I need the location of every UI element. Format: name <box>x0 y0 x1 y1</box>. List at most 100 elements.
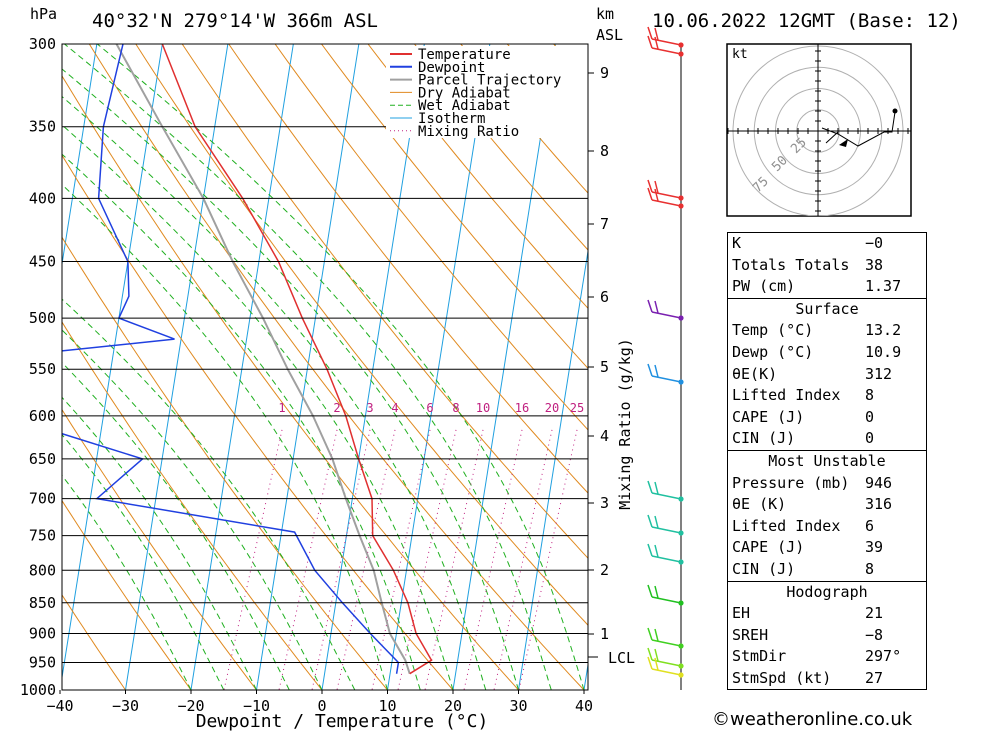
wind-barb-flag <box>647 627 653 641</box>
surface-title: Surface <box>795 299 859 318</box>
stat-label: CIN (J) <box>732 429 796 448</box>
wind-barb-flag <box>647 299 653 313</box>
pressure-tick-label: 450 <box>29 253 56 271</box>
legend-background <box>386 46 588 138</box>
stat-label: θE (K) <box>732 495 787 514</box>
mixing-ratio-line <box>223 429 283 690</box>
wind-barb-flag <box>647 35 653 49</box>
dry-adiabat-line <box>972 44 1000 690</box>
isotherm-line <box>125 44 229 690</box>
wet-adiabat-line <box>62 68 519 690</box>
stat-label: EH <box>732 604 751 623</box>
mixing-ratio-line <box>493 429 553 690</box>
pressure-tick-label: 400 <box>29 189 56 207</box>
wind-barb-shaft <box>651 668 682 676</box>
stat-row: Dewp (°C) 10.9 <box>728 342 926 364</box>
wind-barb-flag <box>654 648 659 662</box>
stat-row: CAPE (J) 39 <box>728 537 926 559</box>
pressure-tick-label: 1000 <box>20 681 56 699</box>
stat-value: 946 <box>865 473 893 492</box>
hodograph-endpoint <box>892 108 898 114</box>
stat-row: PW (cm) 1.37 <box>728 276 926 298</box>
dry-adiabat-line <box>62 499 192 690</box>
temp-tick-label: −40 <box>46 697 73 715</box>
stat-label: Lifted Index <box>732 386 841 405</box>
wind-barb-flag <box>654 36 659 50</box>
wind-barb-flag <box>647 480 653 494</box>
stat-label: θE(K) <box>732 364 778 383</box>
wind-barb-shaft <box>651 375 682 383</box>
dry-adiabat-line <box>62 594 126 690</box>
dry-adiabat-line <box>274 44 588 431</box>
stat-value: 316 <box>865 495 893 514</box>
wind-barb-flag <box>647 26 653 40</box>
stat-label: Dewp (°C) <box>732 342 814 361</box>
stat-row: θE(K) 312 <box>728 364 926 386</box>
wind-barb-shaft <box>651 526 682 534</box>
wind-barb-flag <box>654 481 659 495</box>
pressure-tick-label: 750 <box>29 527 56 545</box>
mixing-ratio-tick-label: 10 <box>476 401 490 415</box>
surface-section: Surface Temp (°C) 13.2 Dewp (°C) 10.9 θE(K) 31… <box>727 297 927 451</box>
wet-adiabat-line <box>62 153 421 690</box>
dry-adiabat-line <box>62 154 454 690</box>
temp-tick-label: 40 <box>575 697 593 715</box>
wind-barb-flag <box>654 180 659 194</box>
pressure-tick-label: 850 <box>29 594 56 612</box>
pressure-tick-label: 350 <box>29 118 56 136</box>
stat-label: Temp (°C) <box>732 321 814 340</box>
wind-barb-shaft <box>651 555 682 563</box>
km-tick-label: 7 <box>600 215 609 233</box>
pressure-tick-label: 900 <box>29 624 56 642</box>
km-tick-label: 8 <box>600 142 609 160</box>
stat-row: StmSpd (kt) 27 <box>728 668 926 690</box>
dry-adiabat-line <box>88 44 585 690</box>
temp-tick-label: 20 <box>444 697 462 715</box>
temp-tick-label: −30 <box>112 697 139 715</box>
pressure-tick-label: 650 <box>29 450 56 468</box>
wind-barb-flag <box>654 515 659 529</box>
wet-adiabat-line <box>62 474 192 690</box>
stat-value: 6 <box>865 516 875 535</box>
stat-label: Pressure (mb) <box>732 473 850 492</box>
stat-value: 39 <box>865 538 884 557</box>
mixing-ratio-tick-label: 6 <box>426 401 433 415</box>
most-unstable-title: Most Unstable <box>768 451 886 470</box>
legend-item: Wet Adiabat <box>418 98 511 114</box>
isotherm-line <box>190 44 294 690</box>
wet-adiabat-line <box>62 124 454 690</box>
stat-value: −0 <box>865 234 884 252</box>
isotherm-line <box>518 248 588 690</box>
stat-value: 8 <box>865 386 875 405</box>
wind-barb-shaft <box>651 199 682 207</box>
stat-row: Lifted Index 8 <box>728 385 926 407</box>
wind-barb-flag <box>647 584 653 598</box>
temp-tick-label: −10 <box>243 697 270 715</box>
wind-barb-flag <box>654 364 659 378</box>
wind-barb-flag <box>654 27 659 41</box>
wind-barb-shaft <box>651 311 682 319</box>
stat-value: −8 <box>865 625 884 644</box>
stat-row: K −0 <box>728 233 926 255</box>
mixing-ratio-tick-label: 20 <box>545 401 559 415</box>
stat-label: PW (cm) <box>732 277 796 296</box>
legend-item: Dewpoint <box>418 60 485 76</box>
wet-adiabat-line <box>62 183 388 690</box>
pressure-tick-label: 800 <box>29 561 56 579</box>
stat-row: Temp (°C) 13.2 <box>728 320 926 342</box>
stat-label: StmDir <box>732 647 787 666</box>
stat-row: Totals Totals 38 <box>728 255 926 277</box>
km-tick-label: 3 <box>600 494 609 512</box>
pressure-tick-label: 300 <box>29 35 56 53</box>
km-tick-label: 6 <box>600 288 609 306</box>
km-tick-label: 9 <box>600 64 609 82</box>
km-tick-label: 1 <box>600 625 609 643</box>
km-axis-label: km <box>596 5 615 23</box>
hodograph-trace <box>821 111 896 147</box>
dry-adiabat-line <box>62 236 388 690</box>
stat-label: CIN (J) <box>732 559 796 578</box>
legend-item: Isotherm <box>418 111 485 127</box>
copyright-footer[interactable]: ©weatheronline.co.uk <box>712 709 913 730</box>
storm-motion-marker <box>839 139 848 147</box>
isotherm-line <box>321 44 425 690</box>
